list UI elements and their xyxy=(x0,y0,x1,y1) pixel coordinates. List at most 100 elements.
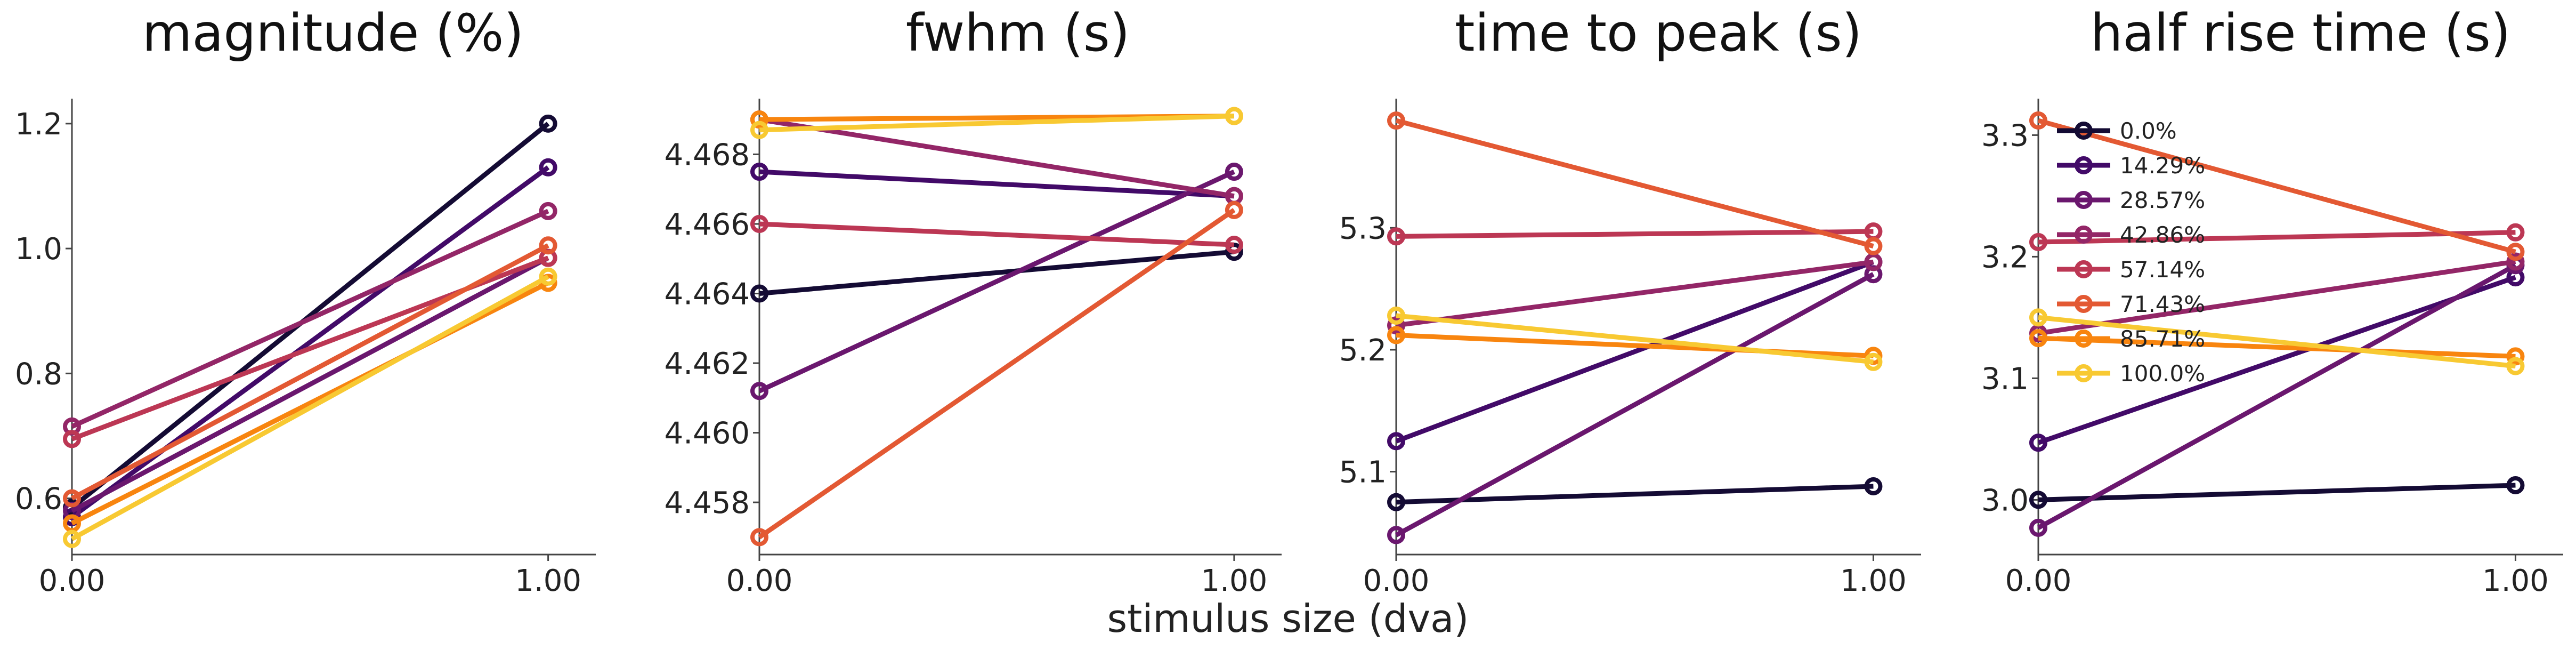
data-point xyxy=(1387,432,1405,451)
data-point xyxy=(750,163,768,181)
legend-swatch-marker xyxy=(2075,295,2093,313)
legend-swatch-marker xyxy=(2075,122,2093,140)
y-tick-label: 0.8 xyxy=(15,357,62,391)
data-point xyxy=(1387,227,1405,246)
x-tick-label: 0.00 xyxy=(1363,564,1430,598)
data-point xyxy=(1387,326,1405,344)
legend-label: 0.0% xyxy=(2120,118,2177,144)
legend-label: 57.14% xyxy=(2120,256,2205,283)
data-point xyxy=(1387,306,1405,325)
series-line-42.86% xyxy=(1396,259,1874,328)
data-point xyxy=(539,267,557,286)
y-tick-label: 4.466 xyxy=(665,207,750,242)
y-tick-label: 3.2 xyxy=(1981,240,2029,275)
y-tick-label: 3.0 xyxy=(1981,483,2029,518)
data-point xyxy=(2506,476,2525,495)
legend-label: 85.71% xyxy=(2120,326,2205,352)
data-point xyxy=(750,110,768,129)
data-point xyxy=(750,214,768,233)
legend-label: 71.43% xyxy=(2120,291,2205,317)
y-tick-label: 0.6 xyxy=(15,482,62,517)
series-line-85.71% xyxy=(2038,335,2516,359)
x-tick-label: 0.00 xyxy=(2005,564,2072,598)
series-line-57.14% xyxy=(1396,229,1874,239)
panel-title-1: fwhm (s) xyxy=(906,3,1130,63)
y-tick-label: 4.462 xyxy=(665,347,750,381)
legend-swatch-marker xyxy=(2075,191,2093,209)
legend-swatch-marker xyxy=(2075,364,2093,382)
y-tick-label: 1.2 xyxy=(15,107,62,142)
series-line-42.86% xyxy=(71,208,549,429)
shared-x-axis-label: stimulus size (dva) xyxy=(1107,596,1469,641)
series-line-57.14% xyxy=(759,221,1235,247)
x-tick-label: 0.00 xyxy=(726,564,793,598)
data-point xyxy=(2506,347,2525,366)
data-point xyxy=(1225,200,1243,219)
x-tick-label: 1.00 xyxy=(1840,564,1907,598)
x-tick-label: 1.00 xyxy=(1201,564,1268,598)
data-point xyxy=(1387,316,1405,335)
series-line-0.0% xyxy=(70,122,550,510)
y-tick-label: 4.460 xyxy=(665,416,750,451)
data-point xyxy=(63,529,81,548)
series-line-28.57% xyxy=(2037,263,2517,530)
data-point xyxy=(2029,111,2047,130)
series-line-57.14% xyxy=(2038,230,2516,245)
panel-title-0: magnitude (%) xyxy=(142,3,524,63)
data-point xyxy=(750,121,768,139)
data-point xyxy=(2029,233,2047,252)
data-point xyxy=(1225,236,1243,254)
legend-swatch-marker xyxy=(2075,260,2093,278)
y-tick-label: 5.2 xyxy=(1339,333,1387,368)
legend-label: 100.0% xyxy=(2120,360,2205,387)
data-point xyxy=(539,158,557,176)
series-line-100.0% xyxy=(70,274,549,541)
y-tick-label: 3.1 xyxy=(1981,362,2029,396)
data-point xyxy=(63,430,81,448)
series-line-28.57% xyxy=(70,255,549,513)
series-line-28.57% xyxy=(758,169,1235,394)
x-tick-label: 1.00 xyxy=(2482,564,2549,598)
y-tick-label: 5.1 xyxy=(1339,455,1387,490)
data-point xyxy=(1387,111,1405,130)
data-point xyxy=(1864,477,1883,495)
legend-label: 28.57% xyxy=(2120,187,2205,213)
series-line-0.0% xyxy=(2038,483,2516,502)
series-line-71.43% xyxy=(1395,118,1874,248)
series-line-14.29% xyxy=(1395,260,1875,444)
series-line-71.43% xyxy=(2037,118,2516,254)
data-point xyxy=(2029,491,2047,509)
series-line-28.57% xyxy=(1395,272,1875,537)
data-point xyxy=(2029,518,2047,537)
data-point xyxy=(1225,107,1243,125)
data-point xyxy=(2506,357,2525,375)
x-tick-label: 0.00 xyxy=(39,564,106,598)
data-point xyxy=(2029,329,2047,348)
legend-swatch-marker xyxy=(2075,226,2093,244)
legend-label: 42.86% xyxy=(2120,222,2205,248)
panel-title-2: time to peak (s) xyxy=(1455,3,1862,63)
data-point xyxy=(63,489,81,508)
series-line-0.0% xyxy=(759,249,1235,296)
series-line-14.29% xyxy=(759,169,1235,199)
data-point xyxy=(539,202,557,220)
y-tick-label: 3.3 xyxy=(1981,118,2029,153)
y-tick-label: 4.464 xyxy=(665,277,750,311)
series-line-0.0% xyxy=(1396,484,1874,505)
x-tick-label: 1.00 xyxy=(515,564,581,598)
legend-swatch-marker xyxy=(2075,156,2093,174)
panel-title-3: half rise time (s) xyxy=(2091,3,2511,63)
data-point xyxy=(750,284,768,303)
data-point xyxy=(750,382,768,400)
legend-swatch-marker xyxy=(2075,330,2093,348)
data-point xyxy=(1864,237,1883,255)
data-point xyxy=(1387,493,1405,511)
series-line-100.0% xyxy=(759,114,1235,133)
data-point xyxy=(1225,243,1243,261)
data-point xyxy=(1225,163,1243,181)
data-point xyxy=(2506,252,2525,271)
series-line-14.29% xyxy=(70,165,550,519)
y-tick-label: 4.458 xyxy=(665,486,750,520)
data-point xyxy=(2506,243,2525,261)
